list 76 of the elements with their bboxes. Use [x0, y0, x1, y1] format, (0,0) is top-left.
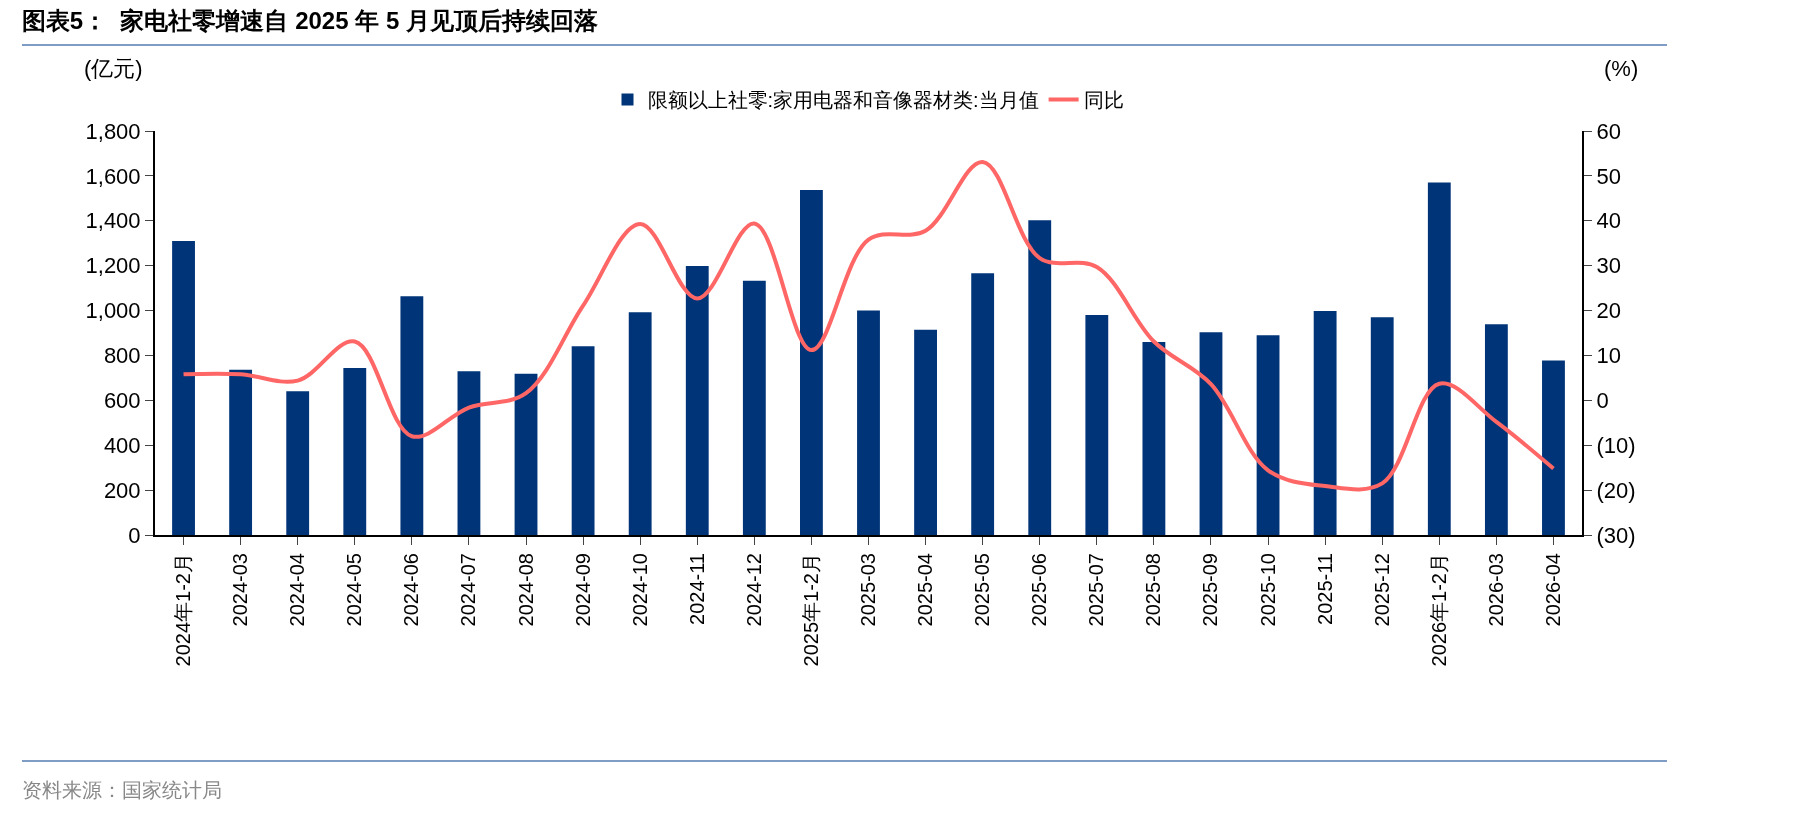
- y2-tick-label: 10: [1596, 343, 1621, 369]
- bar: [286, 391, 310, 535]
- legend-label: 同比: [1083, 89, 1124, 112]
- y2-tick-label: (20): [1596, 477, 1636, 503]
- x-tick-label: 2024-12: [742, 553, 765, 627]
- bar: [800, 190, 823, 535]
- legend-label: 限额以上社零:家用电器和音像器材类:当月值: [647, 89, 1039, 112]
- x-tick-label: 2024-07: [457, 553, 480, 627]
- text: 资料来源：国家统计局: [22, 779, 222, 801]
- x-tick-label: 2025-06: [1028, 553, 1051, 627]
- y-tick-label: 600: [103, 388, 141, 414]
- x-tick-label: 2026-04: [1541, 553, 1564, 627]
- y-tick-label: 1,200: [85, 253, 141, 279]
- bar: [1313, 311, 1337, 535]
- y-tick-label: 0: [128, 522, 141, 548]
- x-tick-label: 2025-03: [857, 553, 879, 627]
- bar: [628, 312, 652, 535]
- y2-tick-label: 30: [1596, 253, 1621, 279]
- y-tick-label: 1,800: [85, 118, 141, 144]
- x-tick-label: 2025-12: [1370, 553, 1393, 627]
- text: (亿元): [84, 56, 143, 81]
- text: (%): [1604, 56, 1639, 81]
- bar: [457, 371, 481, 535]
- x-tick-label: 2024年1-2月: [172, 553, 195, 667]
- bar: [172, 240, 195, 535]
- y2-tick-label: (10): [1596, 432, 1636, 458]
- x-tick-label: 2025-05: [971, 553, 994, 627]
- y-tick-label: 800: [103, 343, 141, 369]
- x-tick-label: 2025-10: [1256, 553, 1279, 627]
- x-tick-label: 2024-10: [628, 553, 651, 627]
- x-tick-label: 2026-03: [1484, 553, 1507, 627]
- bar: [400, 296, 424, 535]
- bar: [1370, 317, 1394, 535]
- y-tick-label: 1,000: [85, 298, 141, 324]
- x-tick-label: 2024-11: [685, 553, 708, 625]
- bar: [857, 310, 880, 535]
- bar: [1484, 324, 1508, 535]
- bar: [1028, 220, 1052, 535]
- bar: [1256, 335, 1280, 535]
- y-tick-label: 1,400: [85, 208, 141, 234]
- x-tick-label: 2024-04: [286, 553, 309, 627]
- x-tick-label: 2024-03: [229, 553, 252, 627]
- x-tick-label: 2024-05: [343, 553, 366, 627]
- x-tick-label: 2025年1-2月: [799, 553, 822, 667]
- y2-tick-label: 50: [1596, 163, 1621, 189]
- bar: [514, 373, 538, 535]
- y-tick-label: 200: [103, 477, 141, 503]
- bar: [1085, 315, 1109, 535]
- bar: [229, 369, 253, 535]
- bar: [1142, 341, 1166, 535]
- x-tick-label: 2024-08: [514, 553, 537, 627]
- x-tick-label: 2025-04: [914, 553, 937, 627]
- y-tick-label: 1,600: [85, 163, 141, 189]
- y2-tick-label: 0: [1596, 388, 1609, 414]
- bar: [1542, 360, 1565, 535]
- bar: [1199, 332, 1223, 535]
- x-tick-label: 2025-07: [1085, 553, 1108, 627]
- x-tick-label: 2026年1-2月: [1427, 553, 1450, 667]
- y2-tick-label: 20: [1596, 298, 1621, 324]
- x-tick-label: 2025-08: [1142, 553, 1165, 627]
- y-tick-label: 400: [103, 432, 141, 458]
- bar: [343, 368, 367, 535]
- x-tick-label: 2025-09: [1199, 553, 1222, 627]
- chart-title: 图表5： 家电社零增速自 2025 年 5 月见顶后持续回落: [21, 7, 598, 35]
- bar: [971, 273, 995, 535]
- y2-tick-label: (30): [1596, 522, 1636, 548]
- bar: [571, 346, 595, 535]
- bar: [914, 329, 937, 535]
- x-tick-label: 2024-09: [571, 553, 594, 627]
- y2-tick-label: 60: [1596, 118, 1621, 144]
- x-tick-label: 2025-11: [1313, 553, 1336, 625]
- x-tick-label: 2024-06: [400, 553, 423, 627]
- y2-tick-label: 40: [1596, 208, 1621, 234]
- bar: [1427, 182, 1451, 535]
- bar: [742, 280, 766, 535]
- bar: [685, 265, 709, 535]
